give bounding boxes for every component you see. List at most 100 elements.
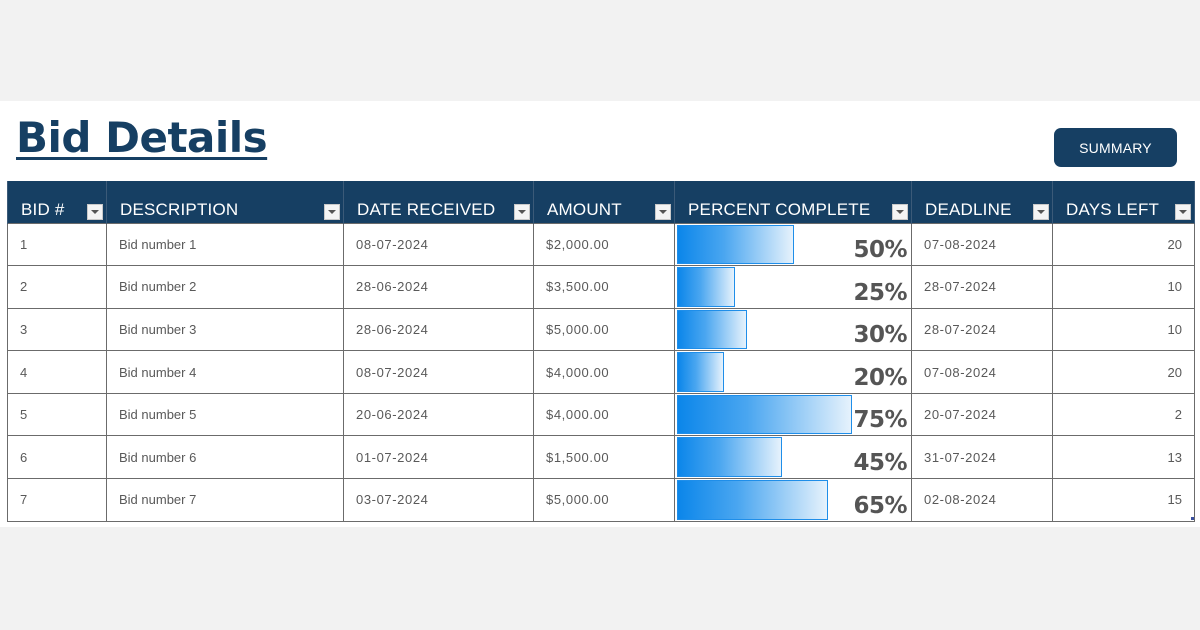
filter-dropdown-button[interactable] [324, 203, 340, 220]
cell-bid-number[interactable]: 3 [7, 307, 107, 352]
chevron-down-icon [896, 209, 904, 214]
cell-days-left[interactable]: 2 [1052, 392, 1195, 437]
percent-complete-value: 30% [853, 322, 907, 349]
cell-deadline[interactable]: 20-07-2024 [911, 392, 1053, 437]
cell-amount[interactable]: $4,000.00 [533, 350, 675, 394]
filter-dropdown-button[interactable] [87, 203, 103, 220]
date-received: 28-06-2024 [356, 279, 429, 295]
cell-days-left[interactable]: 10 [1052, 265, 1195, 309]
deadline: 20-07-2024 [924, 407, 997, 423]
bids-table: BID # DESCRIPTION DATE RECEIVED AMOUNT P… [7, 181, 1195, 522]
progress-data-bar [677, 394, 852, 435]
cell-date-received[interactable]: 08-07-2024 [343, 350, 534, 394]
filter-dropdown-button[interactable] [892, 203, 908, 220]
column-header-label: DATE RECEIVED [357, 199, 496, 219]
cell-bid-number[interactable]: 2 [7, 265, 107, 309]
date-received: 08-07-2024 [356, 236, 429, 252]
cell-days-left[interactable]: 20 [1052, 222, 1195, 267]
cell-date-received[interactable]: 03-07-2024 [343, 478, 534, 522]
cell-deadline[interactable]: 31-07-2024 [911, 435, 1053, 480]
bid-number: 1 [20, 236, 28, 252]
cell-description[interactable]: Bid number 3 [106, 307, 344, 352]
days-left: 2 [1174, 407, 1182, 423]
progress-data-bar [677, 352, 724, 392]
filter-dropdown-button[interactable] [514, 203, 530, 220]
cell-deadline[interactable]: 02-08-2024 [911, 478, 1053, 522]
progress-data-bar [677, 480, 828, 520]
cell-percent-complete[interactable]: 50% [674, 222, 912, 267]
date-received: 28-06-2024 [356, 321, 429, 337]
amount: $5,000.00 [546, 492, 610, 508]
filter-dropdown-button[interactable] [655, 203, 671, 220]
filter-dropdown-button[interactable] [1033, 203, 1049, 220]
amount: $5,000.00 [546, 321, 610, 337]
cell-deadline[interactable]: 07-08-2024 [911, 350, 1053, 394]
column-header-description: DESCRIPTION [106, 181, 344, 223]
cell-description[interactable]: Bid number 1 [106, 222, 344, 267]
percent-complete-value: 45% [853, 450, 907, 477]
table-resize-handle[interactable] [1191, 517, 1194, 520]
column-header-label: DEADLINE [925, 199, 1012, 219]
summary-button[interactable]: SUMMARY [1054, 128, 1177, 167]
days-left: 20 [1167, 236, 1182, 252]
cell-description[interactable]: Bid number 5 [106, 392, 344, 437]
column-header-label: PERCENT COMPLETE [688, 199, 871, 219]
percent-complete-value: 75% [853, 407, 907, 434]
percent-complete-value: 25% [853, 279, 907, 306]
cell-date-received[interactable]: 28-06-2024 [343, 265, 534, 309]
cell-bid-number[interactable]: 7 [7, 478, 107, 522]
cell-amount[interactable]: $5,000.00 [533, 307, 675, 352]
cell-description[interactable]: Bid number 6 [106, 435, 344, 480]
cell-date-received[interactable]: 28-06-2024 [343, 307, 534, 352]
cell-days-left[interactable]: 13 [1052, 435, 1195, 480]
cell-days-left[interactable]: 20 [1052, 350, 1195, 394]
column-header-label: AMOUNT [547, 199, 622, 219]
cell-amount[interactable]: $4,000.00 [533, 392, 675, 437]
cell-date-received[interactable]: 20-06-2024 [343, 392, 534, 437]
column-header-amount: AMOUNT [533, 181, 675, 223]
cell-percent-complete[interactable]: 45% [674, 435, 912, 480]
table-row: 1 Bid number 1 08-07-2024 $2,000.00 50% … [7, 222, 1195, 267]
chevron-down-icon [91, 209, 99, 214]
cell-percent-complete[interactable]: 25% [674, 265, 912, 309]
cell-percent-complete[interactable]: 75% [674, 392, 912, 437]
filter-dropdown-button[interactable] [1175, 203, 1191, 220]
table-row: 2 Bid number 2 28-06-2024 $3,500.00 25% … [7, 265, 1195, 309]
cell-date-received[interactable]: 08-07-2024 [343, 222, 534, 267]
cell-days-left[interactable]: 15 [1052, 478, 1195, 522]
percent-complete-value: 20% [853, 364, 907, 391]
cell-description[interactable]: Bid number 2 [106, 265, 344, 309]
amount: $4,000.00 [546, 364, 610, 380]
cell-amount[interactable]: $5,000.00 [533, 478, 675, 522]
cell-amount[interactable]: $1,500.00 [533, 435, 675, 480]
cell-percent-complete[interactable]: 65% [674, 478, 912, 522]
progress-data-bar [677, 437, 782, 478]
cell-amount[interactable]: $2,000.00 [533, 222, 675, 267]
deadline: 07-08-2024 [924, 364, 997, 380]
cell-deadline[interactable]: 28-07-2024 [911, 265, 1053, 309]
cell-amount[interactable]: $3,500.00 [533, 265, 675, 309]
cell-bid-number[interactable]: 1 [7, 222, 107, 267]
table-row: 5 Bid number 5 20-06-2024 $4,000.00 75% … [7, 392, 1195, 437]
bid-number: 5 [20, 407, 28, 423]
bid-number: 4 [20, 364, 28, 380]
cell-description[interactable]: Bid number 4 [106, 350, 344, 394]
column-header-date-received: DATE RECEIVED [343, 181, 534, 223]
progress-data-bar [677, 309, 747, 350]
amount: $4,000.00 [546, 407, 610, 423]
table-row: 4 Bid number 4 08-07-2024 $4,000.00 20% … [7, 350, 1195, 394]
cell-days-left[interactable]: 10 [1052, 307, 1195, 352]
cell-bid-number[interactable]: 6 [7, 435, 107, 480]
cell-bid-number[interactable]: 4 [7, 350, 107, 394]
cell-deadline[interactable]: 07-08-2024 [911, 222, 1053, 267]
cell-deadline[interactable]: 28-07-2024 [911, 307, 1053, 352]
cell-description[interactable]: Bid number 7 [106, 478, 344, 522]
cell-percent-complete[interactable]: 20% [674, 350, 912, 394]
date-received: 20-06-2024 [356, 407, 429, 423]
deadline: 28-07-2024 [924, 321, 997, 337]
cell-date-received[interactable]: 01-07-2024 [343, 435, 534, 480]
cell-percent-complete[interactable]: 30% [674, 307, 912, 352]
cell-bid-number[interactable]: 5 [7, 392, 107, 437]
column-header-percent-complete: PERCENT COMPLETE [674, 181, 912, 223]
chevron-down-icon [659, 209, 667, 214]
